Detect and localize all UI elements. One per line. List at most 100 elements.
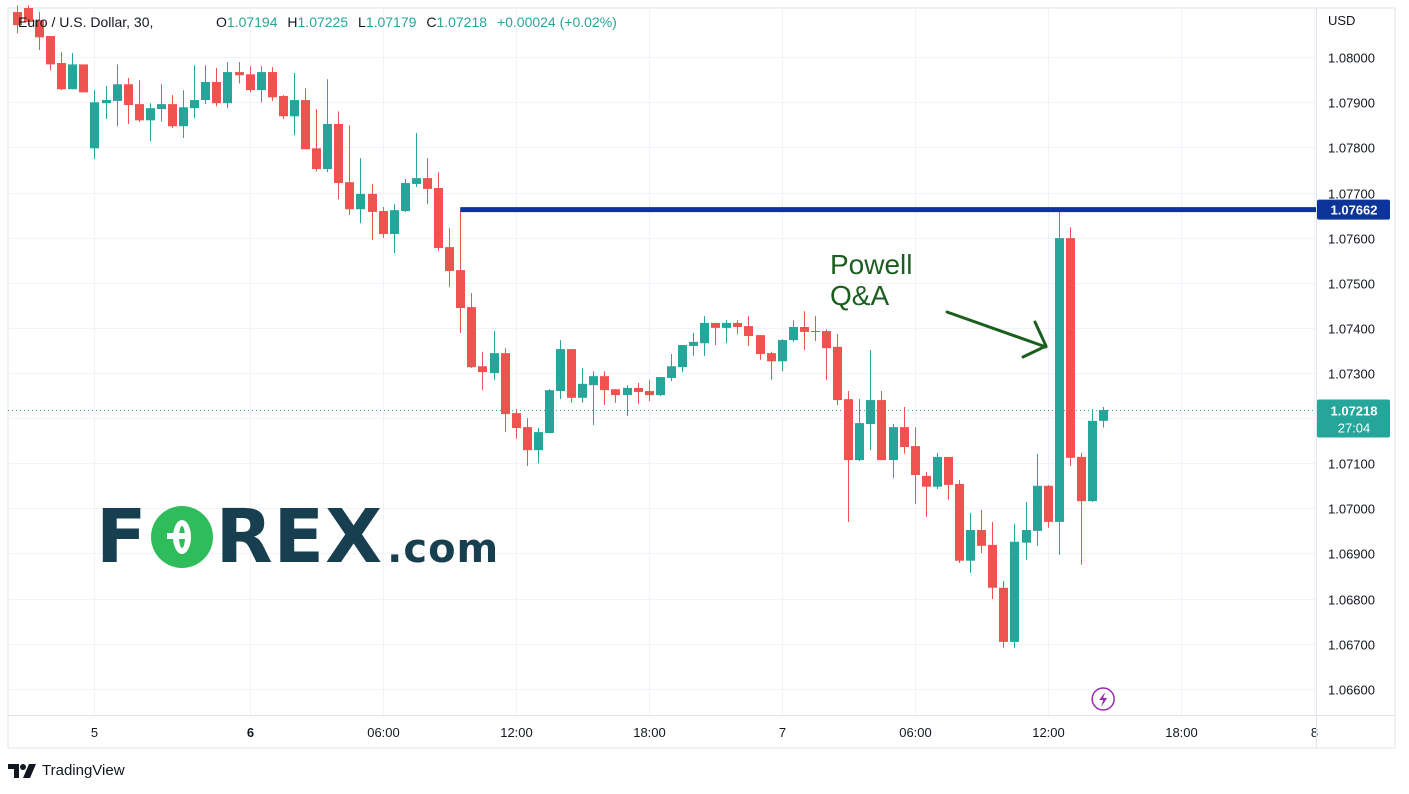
candle[interactable] — [501, 348, 510, 433]
candle[interactable] — [811, 316, 820, 341]
candle[interactable] — [456, 209, 465, 333]
candle[interactable] — [1044, 484, 1053, 528]
candle[interactable] — [135, 80, 144, 123]
currency-label[interactable]: USD — [1328, 13, 1356, 28]
candle[interactable] — [567, 349, 576, 403]
candle[interactable] — [412, 132, 421, 188]
candle[interactable] — [855, 399, 864, 461]
candle[interactable] — [700, 316, 709, 356]
candle[interactable] — [523, 418, 532, 466]
candle[interactable] — [534, 428, 543, 464]
candle[interactable] — [733, 320, 742, 335]
candle[interactable] — [434, 172, 443, 252]
candle[interactable] — [246, 66, 255, 93]
candle[interactable] — [1088, 409, 1097, 503]
candle[interactable] — [999, 580, 1008, 648]
candle[interactable] — [24, 5, 33, 26]
candle[interactable] — [667, 354, 676, 382]
candle[interactable] — [401, 178, 410, 212]
candle[interactable] — [911, 427, 920, 504]
candle[interactable] — [833, 334, 842, 406]
candle[interactable] — [556, 340, 565, 400]
candle[interactable] — [90, 90, 99, 160]
candle[interactable] — [46, 35, 55, 71]
candle[interactable] — [778, 339, 787, 372]
candle[interactable] — [223, 62, 232, 109]
candle[interactable] — [623, 385, 632, 416]
tradingview-footer[interactable]: TradingView — [8, 762, 125, 779]
candle[interactable] — [711, 322, 720, 346]
candle[interactable] — [290, 72, 299, 136]
candle[interactable] — [977, 509, 986, 554]
candle[interactable] — [600, 371, 609, 406]
candle[interactable] — [589, 371, 598, 425]
candle[interactable] — [512, 409, 521, 439]
candle[interactable] — [722, 320, 731, 344]
candle[interactable] — [279, 95, 288, 119]
candle[interactable] — [933, 452, 942, 489]
time-axis-scale[interactable] — [8, 716, 1316, 748]
candle[interactable] — [767, 351, 776, 380]
candle[interactable] — [988, 521, 997, 600]
candle[interactable] — [944, 456, 953, 500]
candle[interactable] — [113, 64, 122, 127]
symbol-title[interactable]: Euro / U.S. Dollar, 30, — [18, 14, 154, 30]
candle[interactable] — [1099, 406, 1108, 428]
candle[interactable] — [190, 65, 199, 119]
candle[interactable] — [68, 53, 77, 90]
candle[interactable] — [423, 158, 432, 205]
candle[interactable] — [1022, 502, 1031, 560]
candle[interactable] — [301, 88, 310, 150]
candle[interactable] — [966, 512, 975, 573]
annotation-arrow[interactable] — [945, 310, 1048, 359]
candle[interactable] — [212, 68, 221, 107]
candle[interactable] — [656, 377, 665, 397]
candle[interactable] — [379, 206, 388, 239]
candle[interactable] — [334, 111, 343, 200]
candle[interactable] — [922, 471, 931, 517]
candle[interactable] — [1010, 523, 1019, 648]
candle[interactable] — [756, 335, 765, 360]
price-axis-scale[interactable] — [1317, 8, 1395, 715]
candle[interactable] — [1077, 452, 1086, 565]
candle[interactable] — [822, 329, 831, 380]
candle[interactable] — [168, 95, 177, 129]
candle[interactable] — [689, 332, 698, 356]
candle[interactable] — [467, 293, 476, 369]
candle[interactable] — [312, 109, 321, 172]
candle[interactable] — [900, 406, 909, 454]
candle[interactable] — [478, 351, 487, 391]
candle[interactable] — [611, 389, 620, 403]
candle[interactable] — [678, 345, 687, 373]
candle[interactable] — [268, 67, 277, 101]
candle[interactable] — [390, 204, 399, 253]
candle[interactable] — [1055, 209, 1064, 555]
candle[interactable] — [179, 90, 188, 138]
candle[interactable] — [124, 77, 133, 124]
candle[interactable] — [578, 368, 587, 403]
candle[interactable] — [545, 389, 554, 434]
candle[interactable] — [1066, 227, 1075, 466]
candle[interactable] — [877, 391, 886, 461]
candle[interactable] — [1033, 453, 1042, 546]
candle[interactable] — [889, 423, 898, 479]
candle[interactable] — [146, 103, 155, 142]
candle[interactable] — [201, 65, 210, 105]
candle[interactable] — [102, 86, 111, 119]
candle[interactable] — [789, 320, 798, 342]
powell-annotation[interactable]: Powell Q&A — [830, 249, 912, 311]
candle[interactable] — [57, 52, 66, 91]
candle[interactable] — [955, 479, 964, 563]
candle[interactable] — [35, 12, 44, 50]
candle[interactable] — [235, 62, 244, 84]
candle[interactable] — [445, 228, 454, 287]
candle[interactable] — [368, 183, 377, 240]
candle[interactable] — [645, 379, 654, 401]
candle[interactable] — [844, 391, 853, 522]
lightning-icon[interactable] — [1091, 687, 1115, 711]
candle[interactable] — [744, 316, 753, 346]
candle[interactable] — [634, 382, 643, 405]
candle[interactable] — [356, 158, 365, 224]
candle[interactable] — [800, 311, 809, 350]
